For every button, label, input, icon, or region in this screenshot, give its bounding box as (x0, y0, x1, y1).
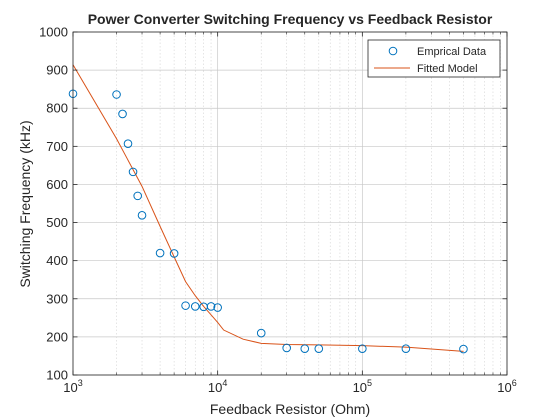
empirical-data-point (155, 248, 165, 258)
empirical-data-point (137, 211, 147, 220)
empirical-data-point (190, 302, 200, 311)
x-tick-label: 106 (497, 378, 516, 395)
empirical-data-point (282, 343, 291, 353)
y-tick-label: 700 (46, 139, 68, 154)
y-tick-label: 400 (46, 253, 68, 268)
legend-marker-empirical (388, 46, 398, 56)
x-tick-label: 103 (63, 378, 82, 395)
empirical-data-point (459, 344, 468, 354)
axes-box (72, 31, 508, 376)
y-tick-label: 100 (46, 368, 68, 383)
chart-title: Power Converter Switching Frequency vs F… (88, 11, 493, 27)
y-tick-label: 300 (46, 291, 68, 306)
empirical-data-point (314, 344, 324, 354)
y-tick-label: 800 (46, 101, 68, 116)
empirical-data-point (123, 139, 133, 148)
empirical-data-point (118, 109, 127, 119)
x-tick-label: 104 (208, 378, 227, 395)
y-tick-label: 1000 (39, 25, 68, 40)
y-tick-label: 600 (46, 177, 68, 192)
empirical-data-point (133, 191, 142, 201)
legend: Emprical Data Fitted Model (367, 39, 501, 78)
empirical-data-point (112, 90, 121, 99)
empirical-data-point (128, 167, 138, 177)
plot-area (73, 32, 507, 375)
series-layer (68, 64, 468, 354)
x-axis-label: Feedback Resistor (Ohm) (210, 401, 370, 417)
fitted-model-line (72, 64, 464, 352)
tick-layer: 103 104 105 106 100 200 300 400 500 600 700 800 900 1… (39, 25, 517, 396)
y-tick-label: 900 (46, 63, 68, 78)
legend-label-empirical: Emprical Data (417, 46, 487, 58)
empirical-data-point (358, 344, 367, 354)
x-tick-label: 105 (353, 378, 372, 395)
legend-label-fitted: Fitted Model (417, 63, 478, 75)
y-tick-label: 500 (46, 215, 68, 230)
y-tick-label: 200 (46, 329, 68, 344)
empirical-data-point (181, 301, 190, 310)
empirical-data-point (206, 302, 216, 311)
y-axis-label: Switching Frequency (kHz) (17, 120, 33, 287)
empirical-data-point (213, 303, 222, 312)
empirical-data-point (169, 249, 179, 258)
empirical-data-point (300, 344, 310, 354)
empirical-data-point (256, 328, 266, 338)
legend-box (367, 39, 501, 78)
empirical-data-point (401, 344, 411, 354)
